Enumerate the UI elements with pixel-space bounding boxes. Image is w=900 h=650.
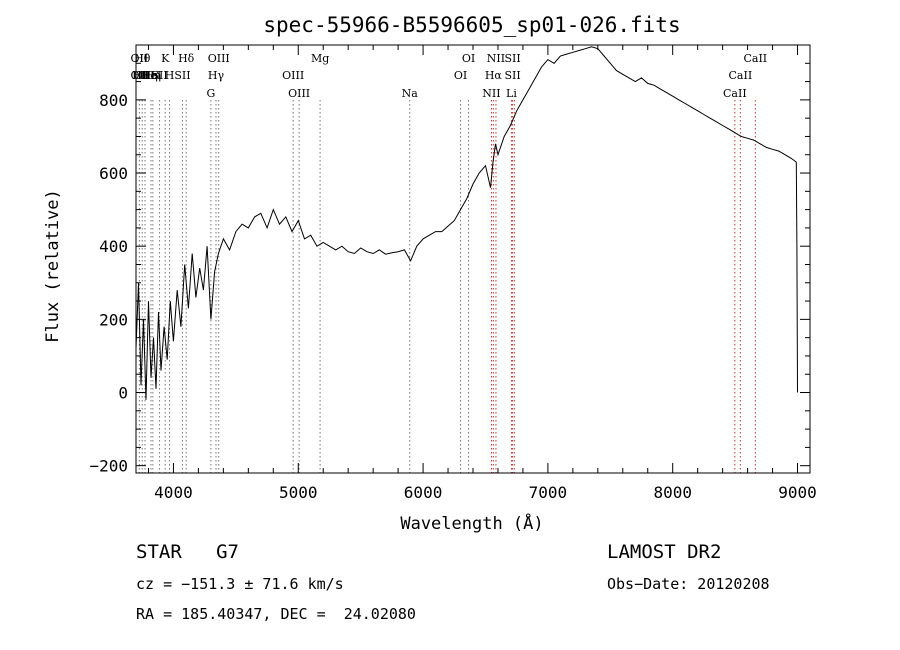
line-label: SII [504,69,520,82]
line-label: OIII [208,52,230,65]
line-label: Li [506,87,517,100]
x-tick-label: 7000 [529,483,568,502]
line-label: OII [131,52,149,65]
y-tick-label: −200 [89,457,128,476]
y-tick-label: 400 [99,237,128,256]
y-axis: −200 0 200 400 600 800 [89,62,810,476]
y-axis-label: Flux (relative) [43,189,63,343]
object-class: STAR G7 [136,541,239,563]
line-label: OII [131,69,149,82]
y-tick-label: 600 [99,164,128,183]
line-label: Mg [311,52,329,65]
line-label: Hγ [208,69,225,82]
line-label: Hθ [134,52,151,65]
line-label: OIII [282,69,304,82]
line-label: HeI [141,69,161,82]
line-label: CaII [723,87,747,100]
line-label: H [165,69,175,82]
line-label: Hα [485,69,503,82]
line-label: OI [454,69,467,82]
x-tick-label: 5000 [279,483,318,502]
x-axis-label: Wavelength (Å) [400,512,543,534]
x-axis: 4000 5000 6000 7000 8000 9000 [147,45,817,502]
y-tick-label: 0 [118,384,128,403]
line-label: SII [151,69,167,82]
line-label: Hδ [178,52,195,65]
line-label: OI [462,52,475,65]
line-label: CaII [743,52,767,65]
x-tick-label: 4000 [154,483,193,502]
line-label: G [206,87,215,100]
plot-frame [135,44,811,474]
spectrum-line [135,46,798,400]
survey-name: LAMOST DR2 [607,541,722,563]
line-label: K [161,52,170,65]
chart-title: spec-55966-B5596605_sp01-026.fits [263,13,680,37]
line-label: HHη [132,69,158,82]
line-label: SII [174,69,190,82]
line-label: Na [402,87,419,100]
redshift-velocity: cz = −151.3 ± 71.6 km/s [136,575,344,593]
y-tick-label: 800 [99,91,128,110]
y-tick-label: 200 [99,310,128,329]
x-tick-label: 9000 [778,483,817,502]
line-label: CaII [729,69,753,82]
x-tick-label: 6000 [404,483,443,502]
line-label: NII [487,52,505,65]
line-label: OII [133,69,151,82]
sky-coordinates: RA = 185.40347, DEC = 24.02080 [136,605,416,623]
observation-date: Obs−Date: 20120208 [607,575,770,593]
x-tick-label: 8000 [653,483,692,502]
line-label: OIII [288,87,310,100]
line-label: NII [482,87,500,100]
line-label: Hη [145,69,161,82]
line-label: SII [504,52,520,65]
